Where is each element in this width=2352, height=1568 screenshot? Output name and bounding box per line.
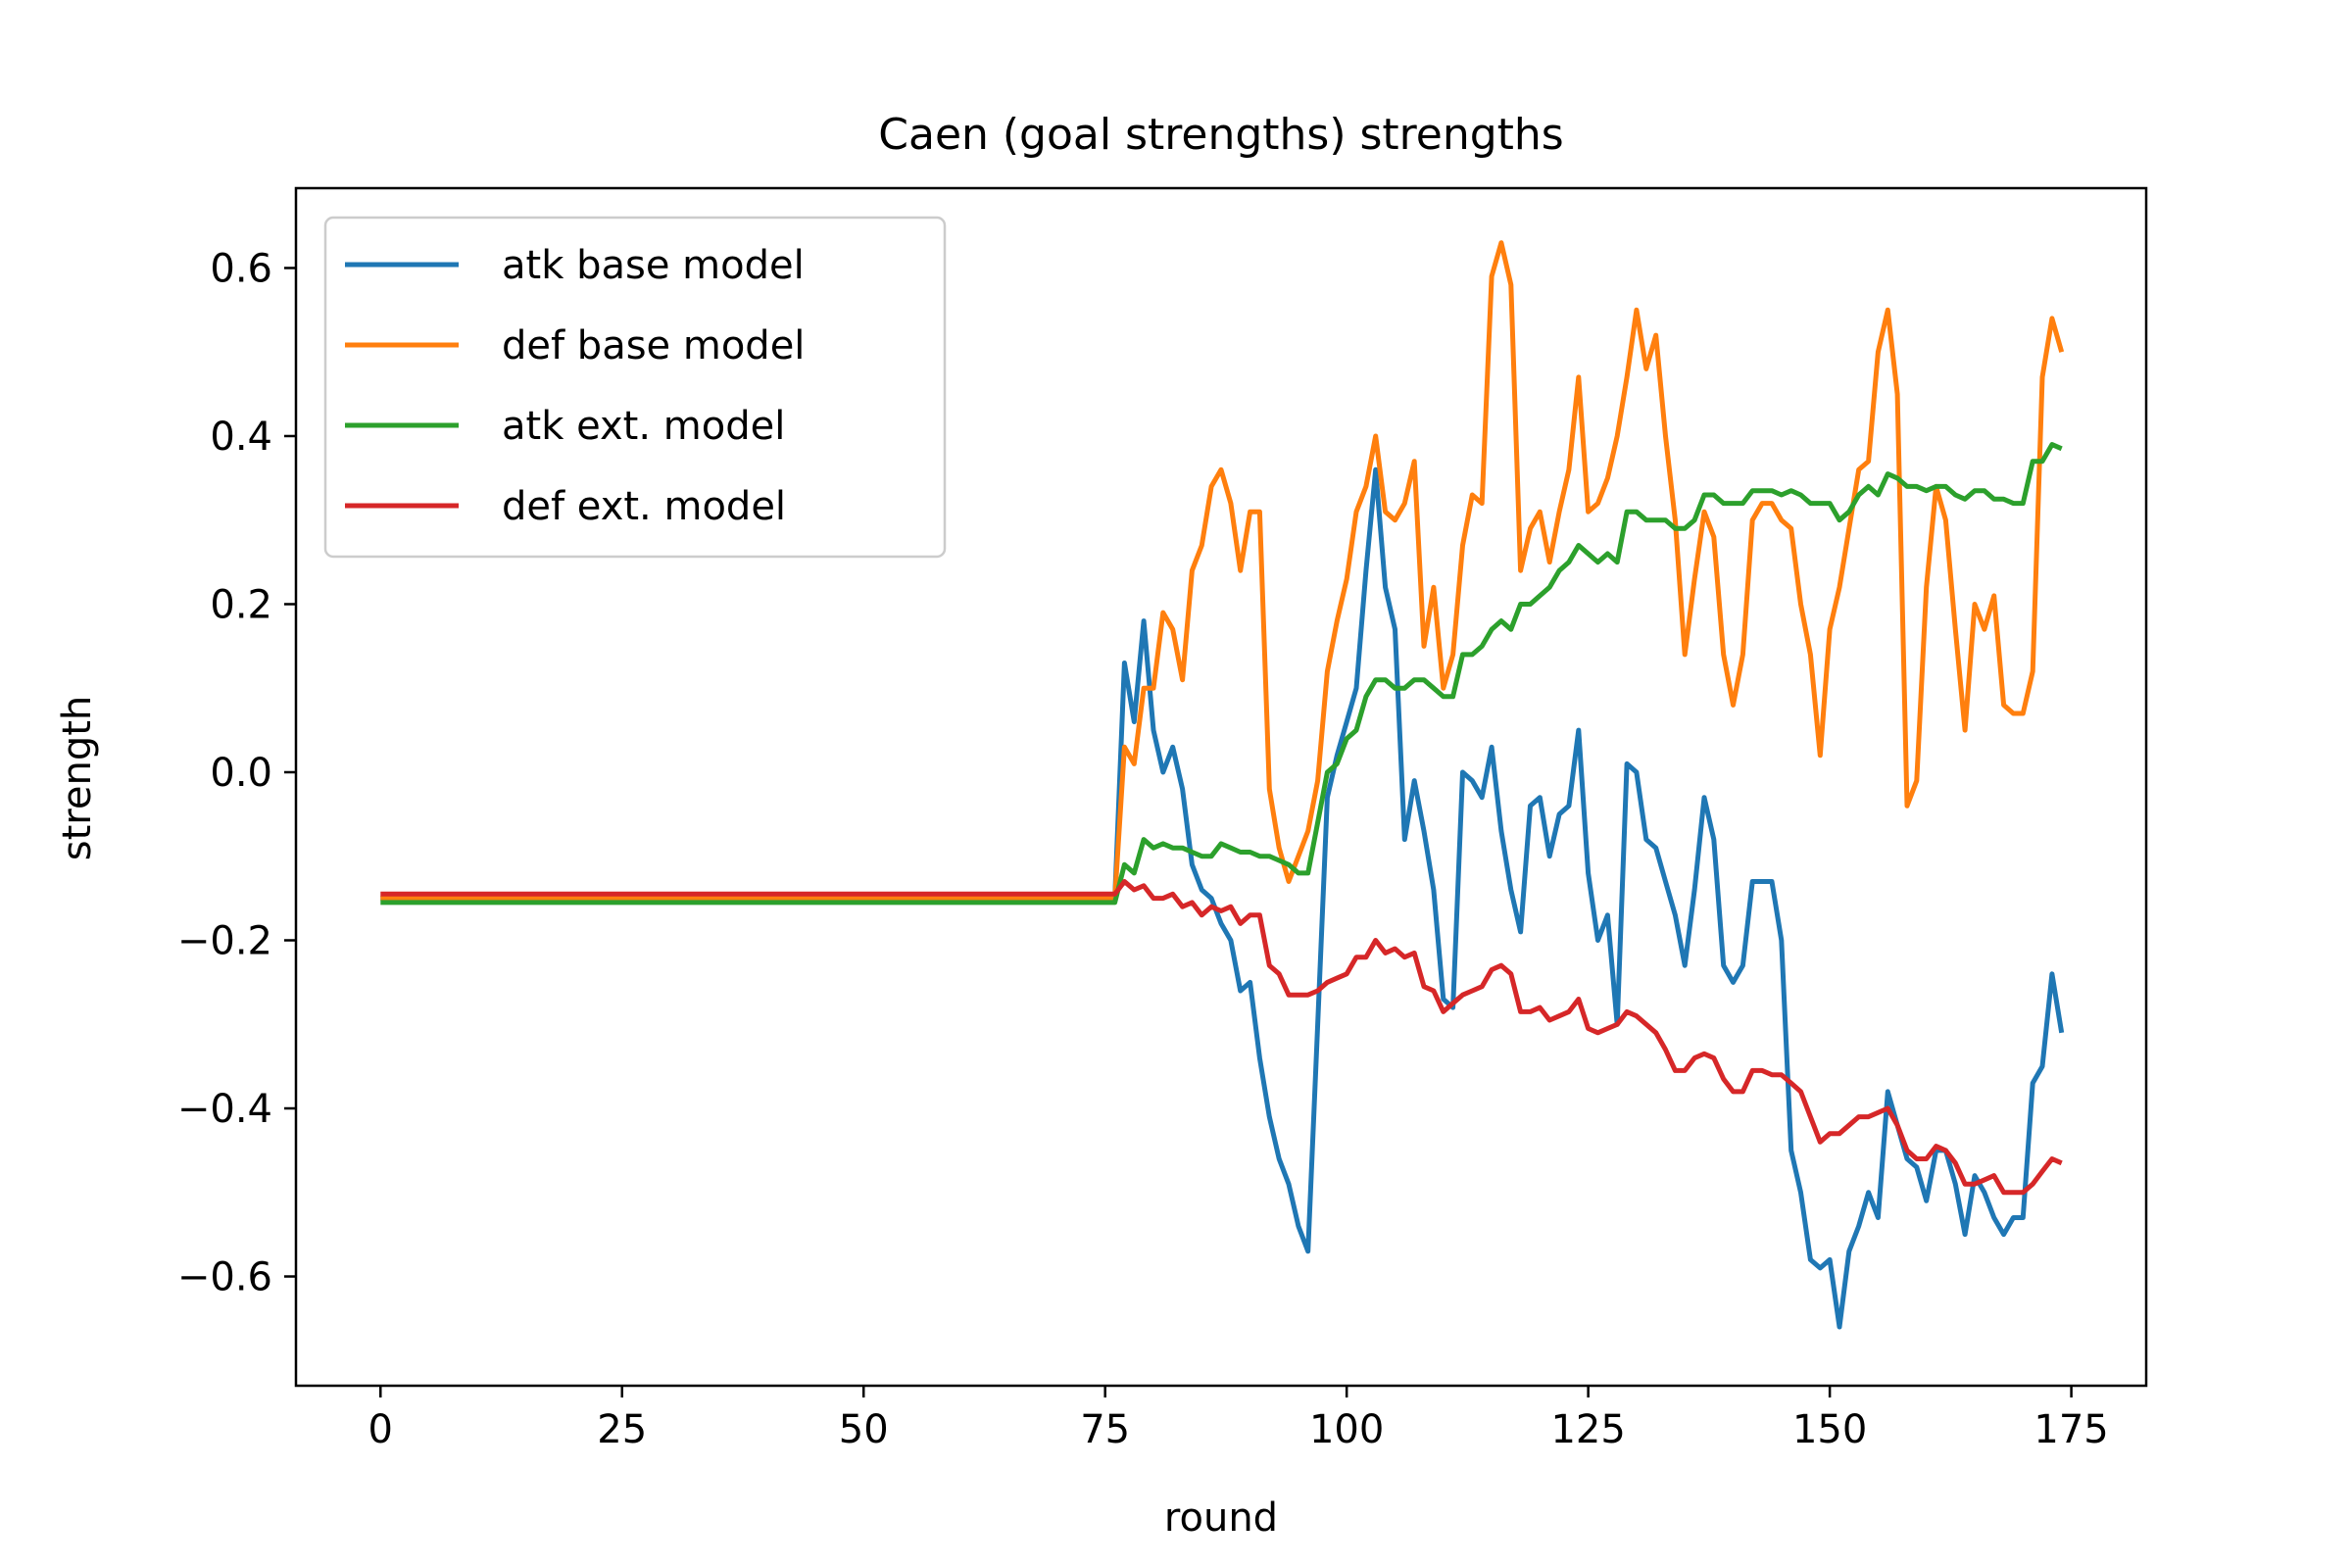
legend: atk base model def base model atk ext. mod…	[323, 216, 947, 559]
series-line-2	[380, 240, 2065, 902]
y-axis-ticks: −0.6 −0.4 −0.2 0.0 0.2 0.4 0.6	[177, 246, 296, 1300]
x-tick-label: 75	[1080, 1407, 1130, 1452]
legend-label-4: def ext. model	[502, 484, 786, 529]
legend-label-1: atk base model	[502, 243, 805, 288]
y-tick-label: −0.6	[177, 1255, 272, 1300]
x-axis-ticks: 0 25 50 75 100 125 150 175	[368, 1386, 2109, 1452]
y-tick-label: 0.2	[210, 582, 272, 627]
plot-frame	[294, 186, 2148, 1388]
y-tick-label: 0.4	[210, 415, 272, 460]
x-tick-label: 125	[1550, 1407, 1625, 1452]
series-line-3	[380, 442, 2063, 906]
x-tick-label: 50	[839, 1407, 889, 1452]
x-tick-label: 100	[1309, 1407, 1384, 1452]
y-tick-label: −0.4	[177, 1087, 272, 1132]
y-axis-label: strength	[55, 696, 100, 860]
x-tick-label: 25	[597, 1407, 647, 1452]
chart-title: Caen (goal strengths) strengths	[878, 110, 1563, 160]
legend-box	[323, 216, 947, 559]
plot-area	[380, 240, 2065, 1330]
x-tick-label: 175	[2034, 1407, 2108, 1452]
y-tick-label: 0.6	[210, 246, 272, 291]
series-line-4	[380, 879, 2063, 1196]
x-tick-label: 150	[1792, 1407, 1867, 1452]
legend-label-2: def base model	[502, 323, 805, 368]
legend-label-3: atk ext. model	[502, 404, 785, 449]
x-tick-label: 0	[368, 1407, 393, 1452]
x-axis-label: round	[1164, 1495, 1278, 1541]
y-tick-label: −0.2	[177, 919, 272, 964]
y-tick-label: 0.0	[210, 751, 272, 796]
